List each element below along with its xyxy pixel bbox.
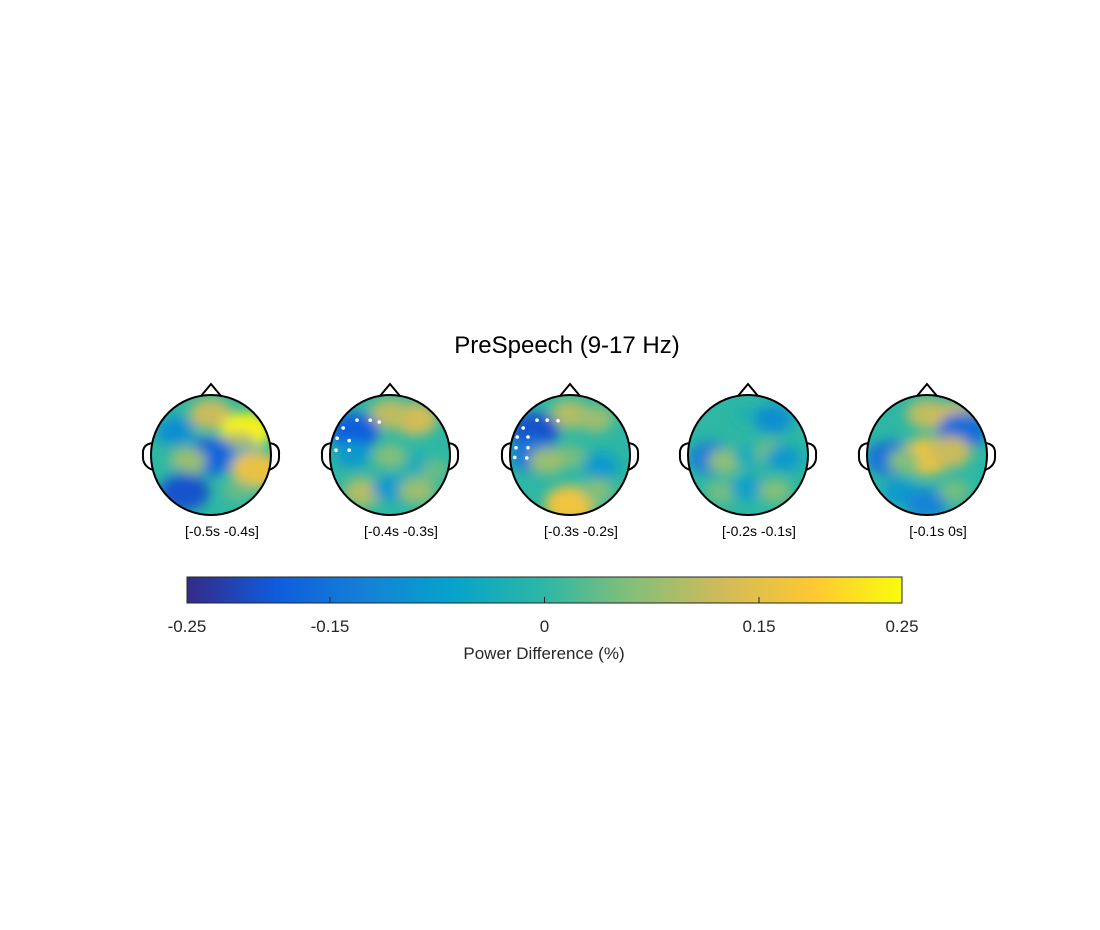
- significant-electrode-marker: [341, 426, 346, 430]
- time-window-label: [-0.5s -0.4s]: [185, 523, 259, 539]
- nose: [916, 382, 938, 397]
- power-blob-back-left: [705, 480, 737, 504]
- time-window-label: [-0.3s -0.2s]: [544, 523, 618, 539]
- time-window-label: [-0.4s -0.3s]: [364, 523, 438, 539]
- significant-electrode-marker: [513, 455, 517, 460]
- significant-electrode-marker: [334, 448, 338, 453]
- topoplot-panel: [-0.3s -0.2s]: [500, 382, 640, 539]
- left-ear: [678, 442, 691, 471]
- nose: [737, 382, 759, 397]
- nose: [379, 382, 401, 397]
- significant-electrode-marker: [377, 420, 382, 424]
- power-blob-back-right: [580, 478, 614, 504]
- power-blob-right-edge: [420, 459, 450, 481]
- significant-electrode-marker: [368, 418, 373, 423]
- significant-electrode-marker: [514, 446, 518, 450]
- significant-electrode-marker: [335, 436, 340, 441]
- scalp-map: [867, 395, 987, 515]
- significant-electrode-marker: [525, 456, 529, 460]
- power-blob-center-right: [928, 436, 972, 468]
- right-ear: [984, 442, 997, 471]
- significant-electrode-marker: [355, 418, 359, 423]
- power-blob-left-front: [330, 412, 380, 450]
- left-ear: [500, 442, 513, 471]
- power-blob-back-right: [223, 480, 253, 502]
- power-blob-center-left: [170, 447, 207, 475]
- power-blob-back: [905, 488, 949, 515]
- left-ear: [141, 442, 154, 471]
- significant-electrode-marker: [545, 418, 549, 423]
- nose: [559, 382, 581, 397]
- power-blob-right-mid: [583, 452, 620, 480]
- power-blob-back-center: [730, 475, 766, 501]
- scalp-map: [330, 395, 450, 515]
- power-blob-center-left: [529, 447, 566, 475]
- power-blob-right: [765, 444, 803, 472]
- colorbar-tick-label: -0.15: [311, 617, 350, 636]
- significant-electrode-marker: [515, 435, 519, 439]
- significant-electrode-marker: [347, 438, 352, 443]
- power-blob-back-center: [371, 474, 409, 502]
- topoplot-panel: [-0.4s -0.3s]: [320, 382, 460, 539]
- head-outline: [150, 394, 272, 516]
- right-ear: [627, 442, 640, 471]
- scalp-map: [151, 395, 271, 515]
- head-outline: [329, 394, 451, 516]
- left-ear: [857, 442, 870, 471]
- power-blob-back-right: [398, 477, 436, 505]
- head-outline: [866, 394, 988, 516]
- topoplot-panel: [-0.5s -0.4s]: [141, 382, 281, 539]
- power-blob-back-right: [938, 479, 970, 503]
- power-blob-back-right: [758, 478, 792, 504]
- right-ear: [805, 442, 818, 471]
- significant-electrode-marker: [535, 418, 539, 423]
- power-blob-front-right: [753, 404, 793, 434]
- power-blob-front-right: [577, 405, 614, 433]
- nose: [200, 382, 222, 397]
- power-blob-left-mid: [334, 441, 371, 469]
- power-blob-back-left: [158, 473, 210, 511]
- significant-electrode-marker: [526, 435, 530, 439]
- power-blob-center: [373, 444, 407, 469]
- significant-electrode-marker: [526, 446, 530, 450]
- right-ear: [268, 442, 281, 471]
- colorbar-tick-label: 0.15: [742, 617, 775, 636]
- figure-title: PreSpeech (9-17 Hz): [454, 332, 679, 359]
- significant-electrode-marker: [556, 419, 560, 423]
- colorbar-tick-label: -0.25: [168, 617, 207, 636]
- colorbar-tick-label: 0: [540, 617, 549, 636]
- power-blob-center-left: [887, 448, 921, 474]
- right-ear: [447, 442, 460, 471]
- left-ear: [320, 442, 333, 471]
- power-blob-left-front: [155, 416, 195, 446]
- time-window-label: [-0.2s -0.1s]: [722, 523, 796, 539]
- colorbar-label: Power Difference (%): [463, 644, 624, 663]
- head-outline: [687, 394, 809, 516]
- scalp-map: [688, 395, 808, 515]
- colorbar-tick-label: 0.25: [885, 617, 918, 636]
- topoplot-panel: [-0.1s 0s]: [857, 382, 997, 539]
- head-outline: [509, 394, 631, 516]
- colorbar-ticks: -0.25 -0.15 0 0.15 0.25: [168, 597, 919, 636]
- colorbar: -0.25 -0.15 0 0.15 0.25 Power Difference (%): [168, 576, 919, 663]
- power-blob-front-center: [189, 398, 233, 431]
- significant-electrode-marker: [347, 448, 352, 453]
- topoplot-panel: [-0.2s -0.1s]: [678, 382, 818, 539]
- time-window-label: [-0.1s 0s]: [909, 523, 967, 539]
- topoplot-panels: [-0.5s -0.4s] [-0.4s -0.3s] [-0.3s -0.2s] […: [141, 382, 997, 539]
- significant-electrode-marker: [521, 426, 525, 430]
